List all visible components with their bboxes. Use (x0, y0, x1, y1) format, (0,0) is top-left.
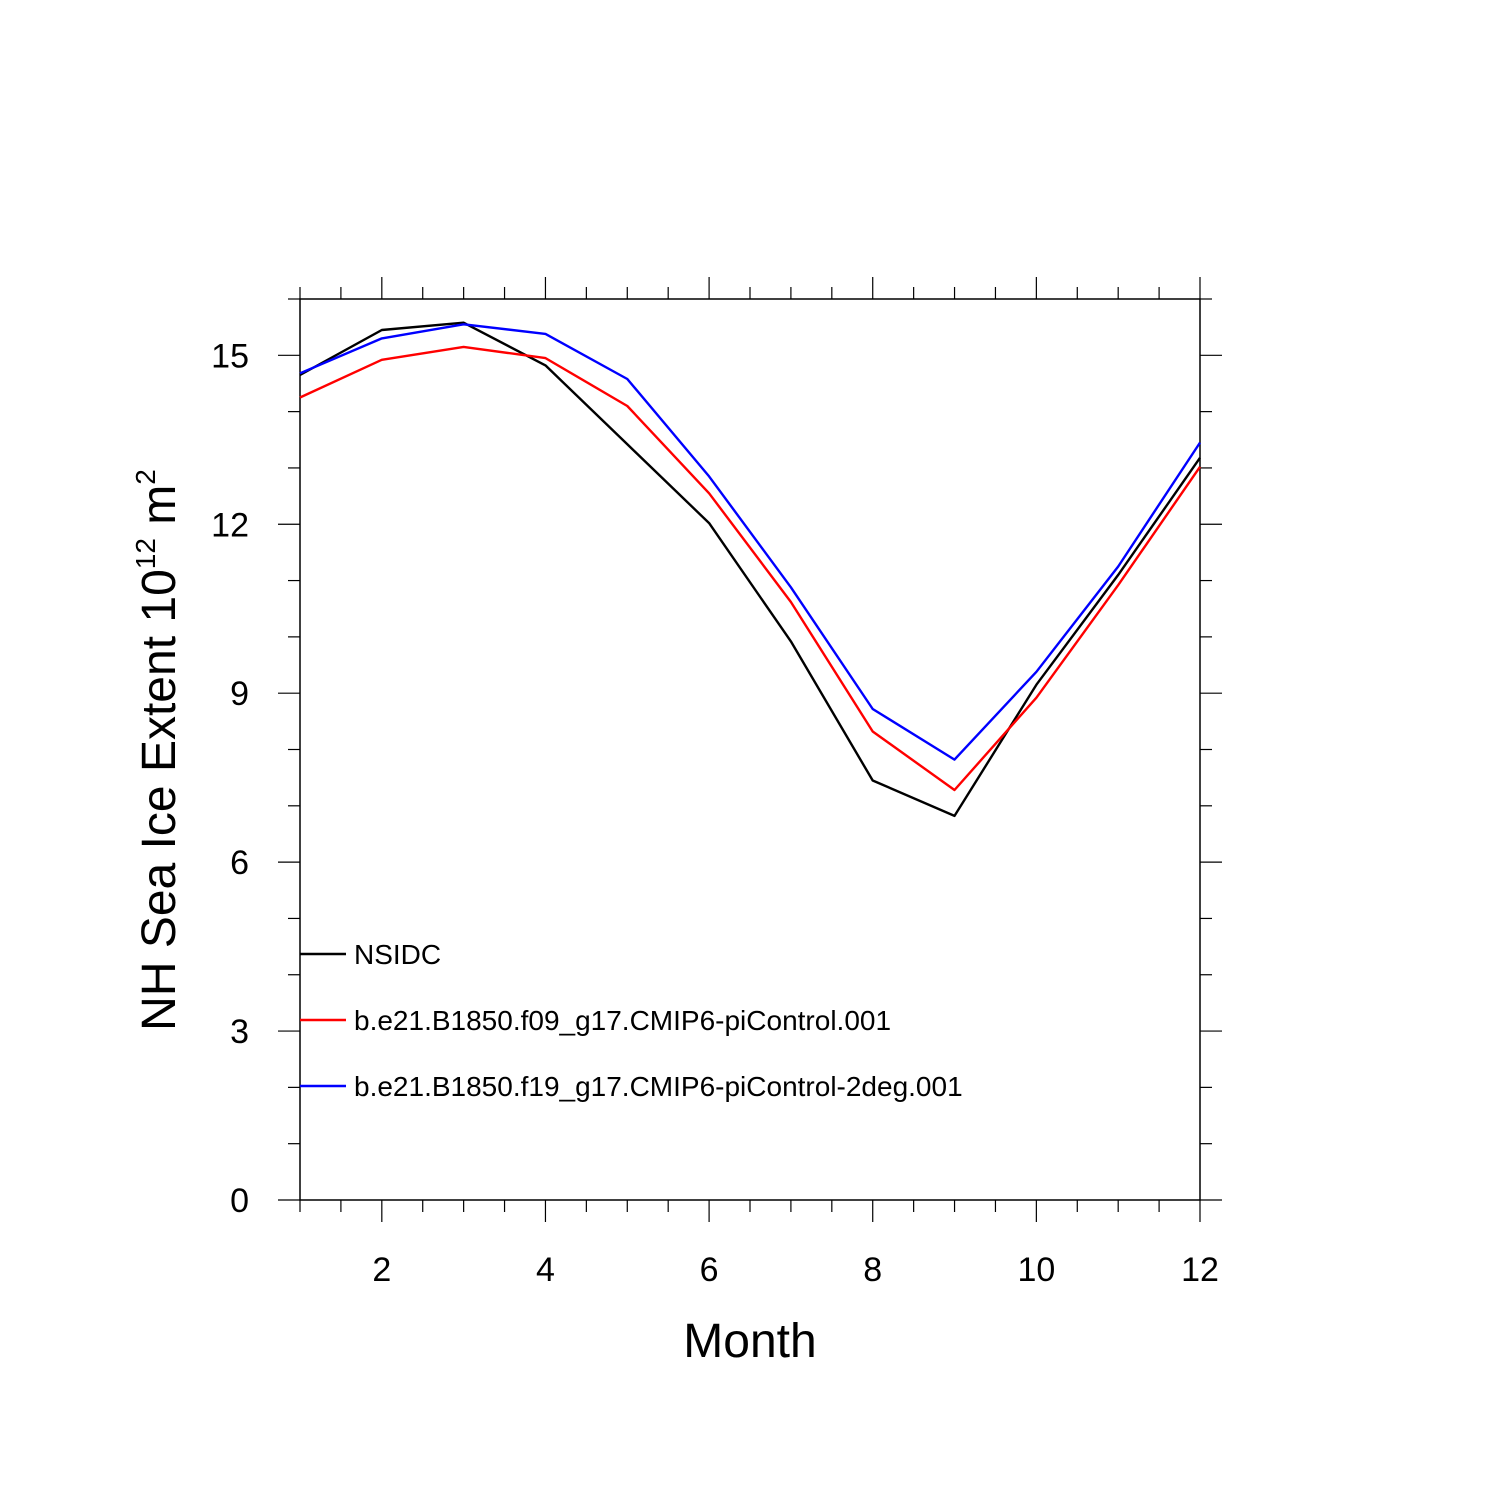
series-line-3 (299, 323, 1202, 761)
y-tick-label: 3 (230, 1013, 249, 1051)
y-tick-label: 15 (211, 337, 249, 375)
axis-ticks (278, 277, 1222, 1222)
x-tick-label: 2 (372, 1251, 391, 1289)
series-lines (299, 321, 1202, 818)
legend-label-3: b.e21.B1850.f19_g17.CMIP6-piControl-2deg… (354, 1071, 963, 1102)
y-tick-label: 12 (211, 506, 249, 544)
x-tick-label: 6 (700, 1251, 719, 1289)
series-line-1 (299, 321, 1201, 818)
legend: NSIDC b.e21.B1850.f09_g17.CMIP6-piControl… (300, 939, 963, 1102)
x-tick-label: 10 (1017, 1251, 1055, 1289)
series-line-2 (299, 345, 1201, 792)
x-tick-label: 12 (1181, 1251, 1219, 1289)
x-tick-label: 8 (863, 1251, 882, 1289)
y-tick-label: 0 (230, 1182, 249, 1220)
x-axis-title: Month (683, 1315, 816, 1368)
y-axis-title: NH Sea Ice Extent 1012 m2 (130, 469, 186, 1031)
y-axis-title-main: NH Sea Ice Extent 10 (133, 569, 186, 1031)
y-axis-title-exponent: 12 (130, 538, 161, 569)
y-tick-label: 9 (230, 675, 249, 713)
y-axis-title-unit: m (133, 485, 186, 538)
y-tick-label: 6 (230, 844, 249, 882)
y-axis-title-unit-exponent: 2 (130, 469, 161, 485)
tick-labels: 2 4 6 8 10 12 0 3 6 9 12 15 (211, 337, 1219, 1289)
legend-label-1: NSIDC (354, 939, 441, 970)
x-tick-label: 4 (536, 1251, 555, 1289)
plot-frame (299, 298, 1201, 1201)
legend-label-2: b.e21.B1850.f09_g17.CMIP6-piControl.001 (354, 1005, 891, 1036)
